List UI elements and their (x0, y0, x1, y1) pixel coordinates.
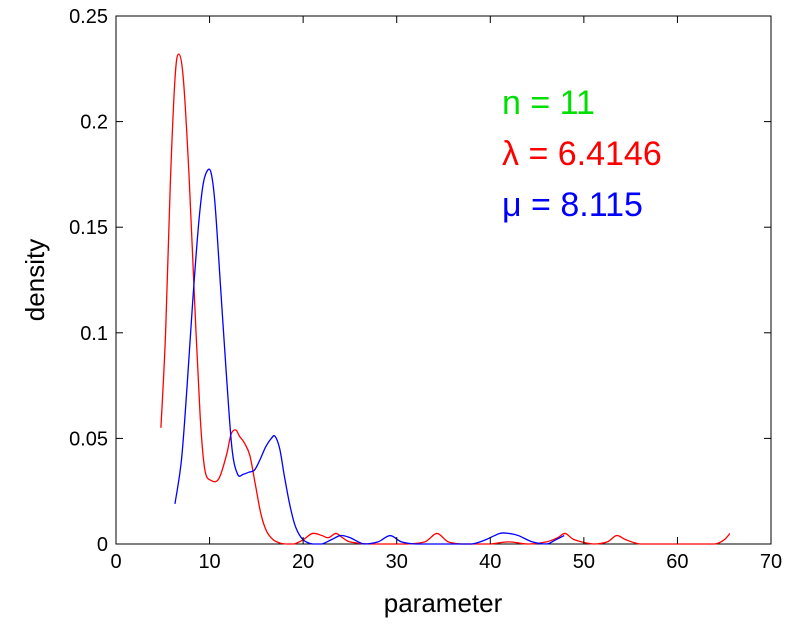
x-tick-label: 70 (760, 551, 782, 573)
series-layer (160, 53, 731, 545)
x-tick-label: 60 (666, 551, 688, 573)
tick-layer (115, 15, 772, 545)
series-line-red (160, 53, 731, 545)
x-tick-label: 20 (292, 551, 314, 573)
y-tick-label: 0.1 (80, 323, 108, 345)
y-axis-label: density (20, 239, 50, 321)
series-line-blue (174, 168, 565, 545)
annotation-mu: μ = 8.115 (502, 186, 643, 224)
x-tick-label: 50 (573, 551, 595, 573)
x-tick-label: 10 (198, 551, 220, 573)
y-tick-label: 0.15 (69, 217, 108, 239)
plot-area (115, 15, 772, 545)
x-tick-label: 30 (386, 551, 408, 573)
annotation-lambda: λ = 6.4146 (502, 135, 662, 173)
y-tick-label: 0 (97, 534, 108, 556)
x-axis-label: parameter (384, 588, 503, 618)
tick-label-layer: 0 10 20 30 40 50 60 70 0 0.05 0.1 0.15 0.2 0.25 (69, 6, 782, 573)
y-tick-label: 0.2 (80, 112, 108, 134)
stats-annotation: n = 11 λ = 6.4146 μ = 8.115 (502, 84, 662, 224)
x-tick-label: 40 (479, 551, 501, 573)
y-tick-label: 0.25 (69, 6, 108, 28)
y-tick-label: 0.05 (69, 428, 108, 450)
annotation-n: n = 11 (502, 84, 595, 122)
x-tick-label: 0 (110, 551, 121, 573)
